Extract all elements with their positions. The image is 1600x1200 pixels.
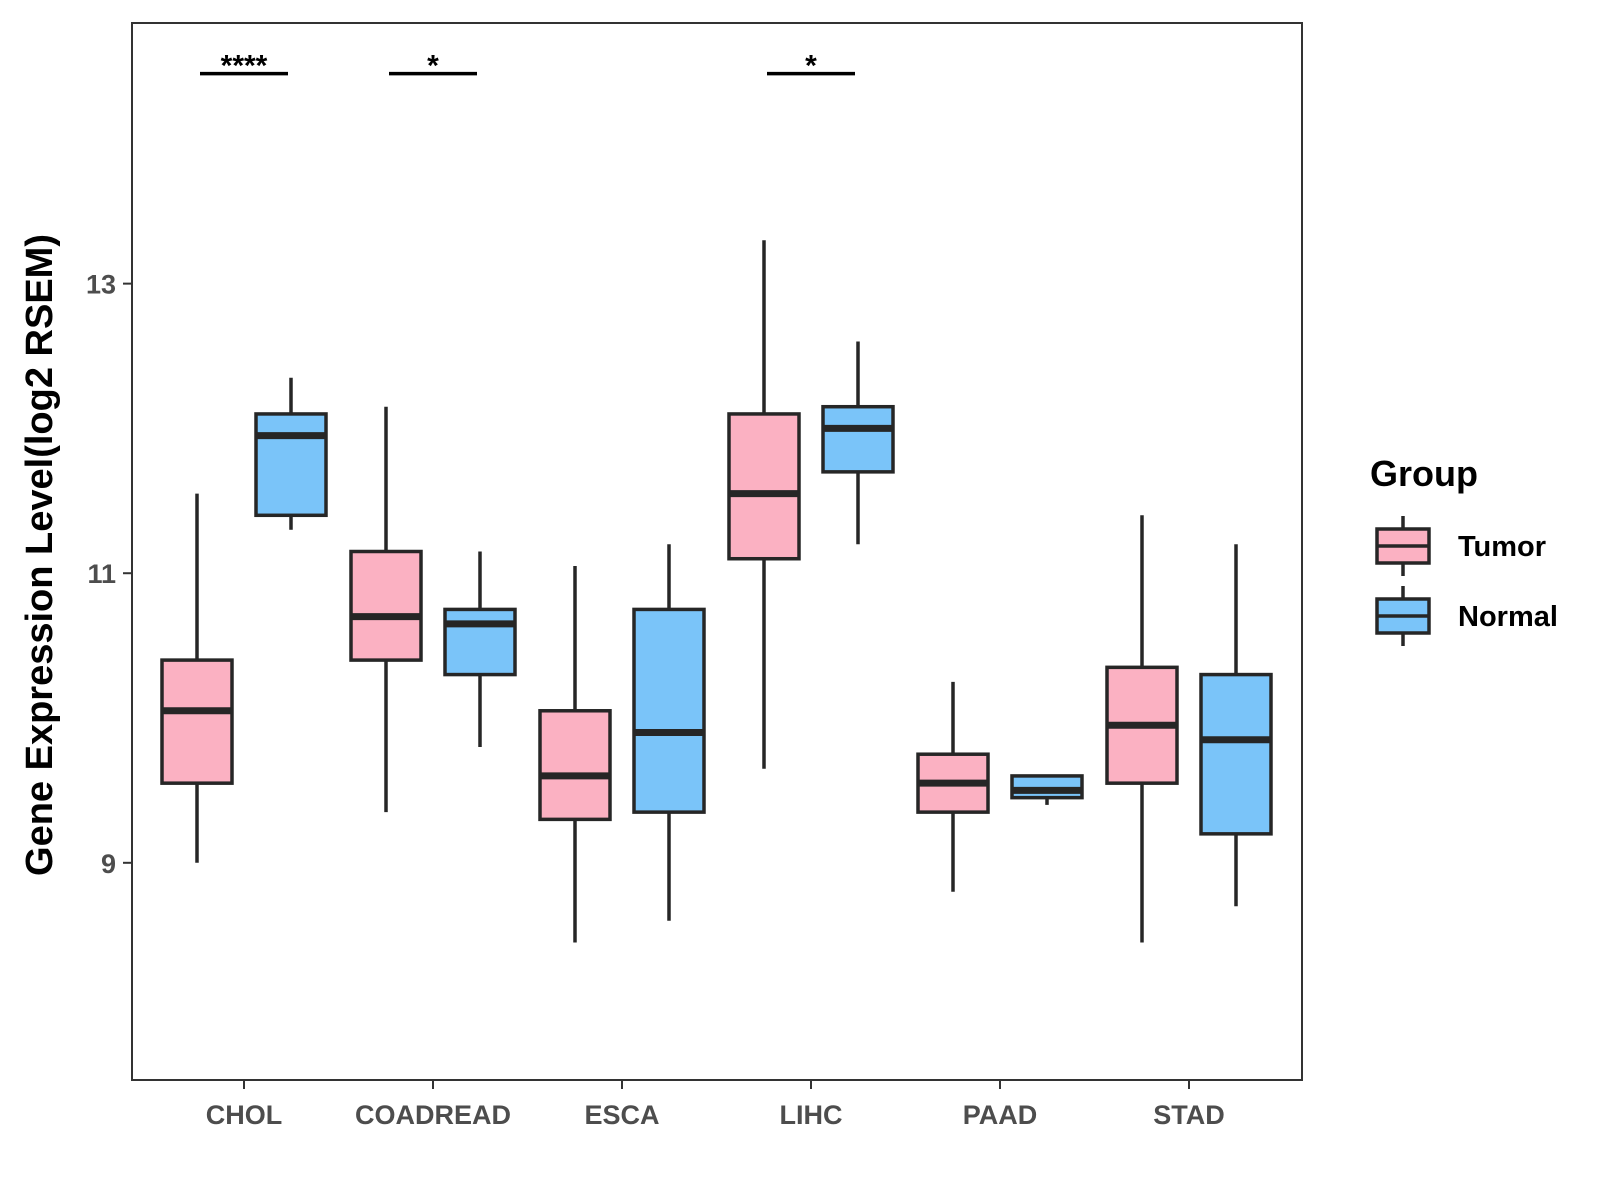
- box-normal-coadread: [443, 551, 517, 747]
- iqr-box: [443, 607, 517, 677]
- series-tumor: [160, 240, 1179, 943]
- legend-label-tumor: Tumor: [1458, 531, 1546, 563]
- x-tick-label-paad: PAAD: [963, 1100, 1038, 1130]
- x-tick-label-chol: CHOL: [206, 1100, 283, 1130]
- panel-border: [131, 22, 1303, 1081]
- significance-label: *: [427, 50, 439, 83]
- box-normal-lihc: [821, 341, 895, 545]
- legend-item-normal: Normal: [1375, 586, 1558, 646]
- significance-lihc: *: [767, 50, 855, 83]
- box-normal-esca: [632, 544, 706, 921]
- series-normal: [254, 341, 1273, 921]
- box-tumor-lihc: [727, 240, 801, 769]
- legend-title: Group: [1370, 453, 1478, 494]
- iqr-box: [1010, 774, 1084, 800]
- significance-chol: ****: [200, 50, 288, 83]
- boxes-layer: [160, 240, 1273, 943]
- y-tick-label: 13: [86, 270, 116, 300]
- y-tick-label: 11: [87, 559, 116, 589]
- box-tumor-esca: [538, 565, 612, 943]
- box-tumor-coadread: [349, 406, 423, 813]
- x-tick-label-esca: ESCA: [584, 1100, 659, 1130]
- iqr-box: [254, 412, 328, 518]
- legend-item-tumor: Tumor: [1375, 516, 1546, 576]
- significance-layer: **** * *: [200, 50, 855, 83]
- x-tick-label-lihc: LIHC: [780, 1100, 843, 1130]
- significance-label: *: [805, 50, 817, 83]
- iqr-box: [349, 549, 423, 662]
- box-normal-chol: [254, 377, 328, 530]
- legend: Group Tumor Normal: [1370, 453, 1558, 646]
- y-tick-label: 9: [101, 849, 116, 879]
- iqr-box: [160, 658, 234, 785]
- significance-coadread: *: [389, 50, 477, 83]
- box-normal-paad: [1010, 774, 1084, 805]
- box-normal-stad: [1199, 544, 1273, 907]
- box-tumor-paad: [916, 681, 990, 892]
- x-tick-label-stad: STAD: [1153, 1100, 1225, 1130]
- axes-layer: 9 11 13 CHOL COADREAD ESCA LIHC PAAD STAD: [86, 270, 1225, 1130]
- iqr-box: [1199, 672, 1273, 836]
- plot-area: [131, 22, 1303, 1081]
- iqr-box: [821, 404, 895, 474]
- significance-label: ****: [221, 50, 268, 83]
- box-tumor-stad: [1105, 515, 1179, 943]
- iqr-box: [632, 607, 706, 814]
- iqr-box: [538, 709, 612, 822]
- legend-label-normal: Normal: [1458, 601, 1558, 633]
- y-axis-title: Gene Expression Level(log2 RSEM): [19, 234, 61, 876]
- legend-keys: Tumor Normal: [1375, 516, 1558, 646]
- x-tick-label-coadread: COADREAD: [355, 1100, 511, 1130]
- iqr-box: [727, 412, 801, 561]
- box-tumor-chol: [160, 493, 234, 863]
